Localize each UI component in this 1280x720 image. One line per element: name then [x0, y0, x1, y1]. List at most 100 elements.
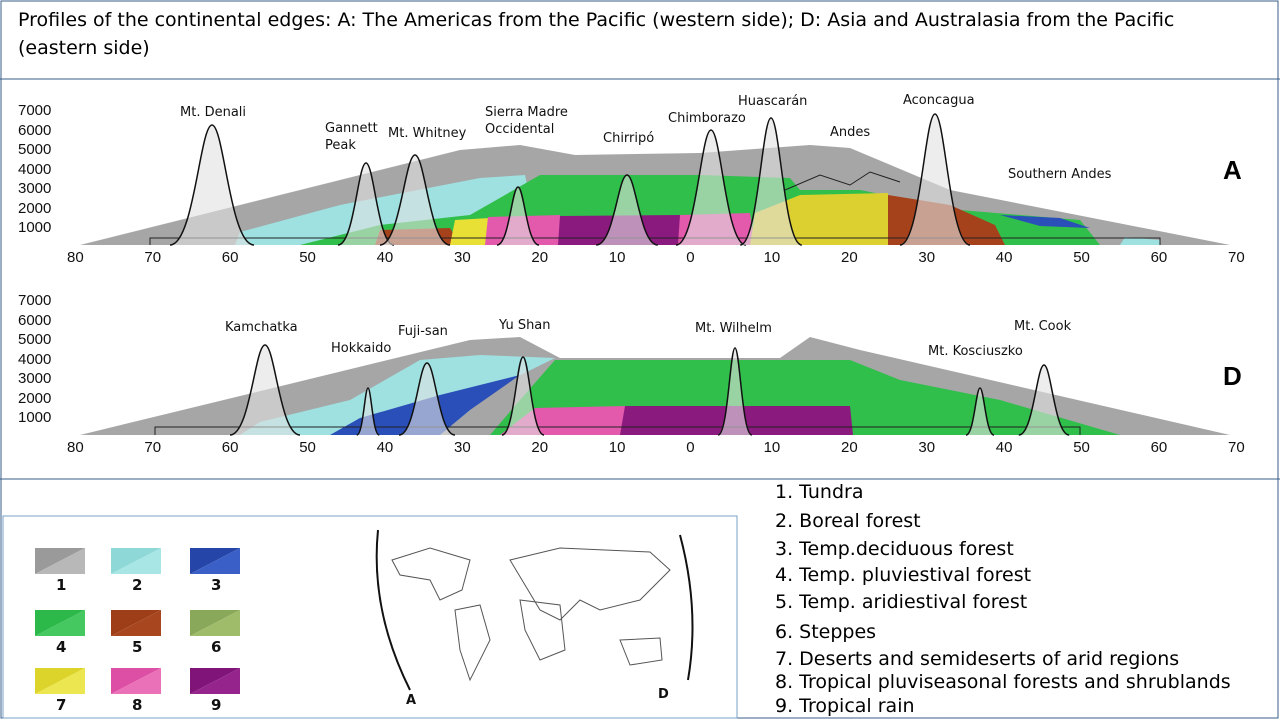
- title: Profiles of the continental edges: A: Th…: [18, 9, 1175, 59]
- peak-label: Mt. Whitney: [388, 126, 467, 141]
- elevation-label: 7000: [18, 292, 52, 309]
- peak-label: Gannett Peak: [325, 121, 378, 153]
- legend-box: [2, 515, 738, 719]
- map-label: A: [406, 693, 417, 708]
- latitude-label: 50: [299, 439, 316, 456]
- peak-label: Aconcagua: [903, 93, 975, 108]
- swatch: [190, 668, 240, 694]
- elevation-label: 2000: [18, 199, 52, 217]
- latitude-label: 50: [1073, 439, 1090, 456]
- peak: [739, 117, 803, 246]
- latitude-label: 60: [221, 439, 239, 456]
- zone-item: 7. Deserts and semideserts of arid regio…: [775, 648, 1180, 670]
- peak-label: Sierra Madre Occidental: [485, 105, 568, 137]
- latitude-label: 30: [918, 439, 936, 456]
- elevation-label: 1000: [18, 409, 52, 426]
- peak: [675, 129, 747, 246]
- latitude-label: 10: [763, 439, 781, 456]
- legend-number: 1: [56, 576, 67, 594]
- latitude-label: 0: [686, 439, 695, 456]
- peak: [1018, 364, 1070, 436]
- peak: [169, 124, 255, 246]
- peak: [337, 162, 395, 246]
- latitude-label: 40: [995, 439, 1013, 456]
- latitude-label: 20: [841, 249, 858, 266]
- zone-item: 4. Temp. pluviestival forest: [775, 564, 1032, 586]
- latitude-label: 30: [918, 249, 936, 266]
- latitude-label: 40: [995, 249, 1013, 266]
- latitude-label: 80: [67, 439, 84, 456]
- elevation-label: 4000: [18, 160, 52, 178]
- swatch: [35, 668, 85, 694]
- legend-number: 3: [211, 576, 222, 594]
- elevation-label: 1000: [18, 219, 52, 236]
- elevation-label: 3000: [18, 370, 52, 387]
- latitude-label: 70: [1228, 249, 1245, 266]
- peak: [899, 113, 971, 246]
- peak-label: Chirripó: [603, 131, 655, 146]
- swatch: [111, 610, 161, 636]
- latitude-label: 70: [144, 439, 162, 456]
- legend-number: 4: [56, 638, 67, 656]
- elevation-label: 6000: [18, 121, 52, 139]
- peak-label: Andes: [830, 125, 871, 140]
- elevation-label: 6000: [18, 311, 52, 329]
- swatch: [111, 668, 161, 694]
- zone-item: 9. Tropical rain: [775, 695, 915, 717]
- peak-label: Huascarán: [738, 94, 808, 109]
- legend-number: 8: [132, 696, 143, 714]
- zone-item: 8. Tropical pluviseasonal forests and sh…: [775, 671, 1231, 693]
- elevation-label: 5000: [18, 331, 52, 348]
- zone-item: 3. Temp.deciduous forest: [775, 538, 1014, 560]
- legend-number: 2: [132, 576, 143, 594]
- swatch: [35, 548, 85, 574]
- latitude-label: 30: [454, 439, 471, 456]
- latitude-label: 70: [1228, 439, 1245, 456]
- peak-label: Mt. Kosciuszko: [928, 344, 1023, 359]
- peak: [398, 362, 456, 436]
- peak: [717, 347, 753, 436]
- profile-a-shapes: [80, 145, 1230, 245]
- legend-number: 6: [211, 638, 222, 656]
- profile-label: A: [1223, 155, 1242, 185]
- peak: [595, 174, 659, 246]
- map-label: D: [658, 687, 669, 702]
- elevation-label: 2000: [18, 389, 52, 407]
- elevation-label: 7000: [18, 102, 52, 119]
- world-map: [375, 529, 694, 691]
- profile-label: D: [1223, 361, 1242, 391]
- peak-label: Kamchatka: [225, 320, 298, 335]
- latitude-label: 30: [454, 249, 471, 266]
- latitude-label: 80: [67, 249, 84, 266]
- latitude-label: 40: [376, 439, 394, 456]
- elevation-label: 5000: [18, 141, 52, 158]
- peak: [501, 356, 545, 436]
- zone-item: 5. Temp. aridiestival forest: [775, 591, 1028, 613]
- peak-label: Mt. Cook: [1014, 319, 1072, 334]
- latitude-label: 0: [686, 249, 695, 266]
- peak: [356, 387, 380, 436]
- latitude-label: 60: [1150, 249, 1168, 266]
- latitude-label: 60: [221, 249, 239, 266]
- peak-label: Hokkaido: [331, 341, 392, 356]
- legend-number: 7: [56, 696, 67, 714]
- latitude-label: 10: [608, 439, 626, 456]
- legend-number: 5: [132, 638, 143, 656]
- peak-label: Fuji-san: [398, 324, 448, 339]
- latitude-label: 20: [841, 439, 858, 456]
- peak: [229, 344, 301, 436]
- peak-label: Mt. Denali: [180, 105, 247, 120]
- latitude-label: 40: [376, 249, 394, 266]
- latitude-label: 20: [531, 439, 549, 456]
- latitude-label: 10: [608, 249, 626, 266]
- latitude-label: 60: [1150, 439, 1168, 456]
- peak-label: Chimborazo: [668, 111, 746, 126]
- latitude-label: 20: [531, 249, 549, 266]
- zone-item: 6. Steppes: [775, 621, 877, 643]
- peak-label: Southern Andes: [1008, 167, 1112, 182]
- swatch: [190, 610, 240, 636]
- peak: [965, 387, 995, 436]
- latitude-label: 50: [299, 249, 316, 266]
